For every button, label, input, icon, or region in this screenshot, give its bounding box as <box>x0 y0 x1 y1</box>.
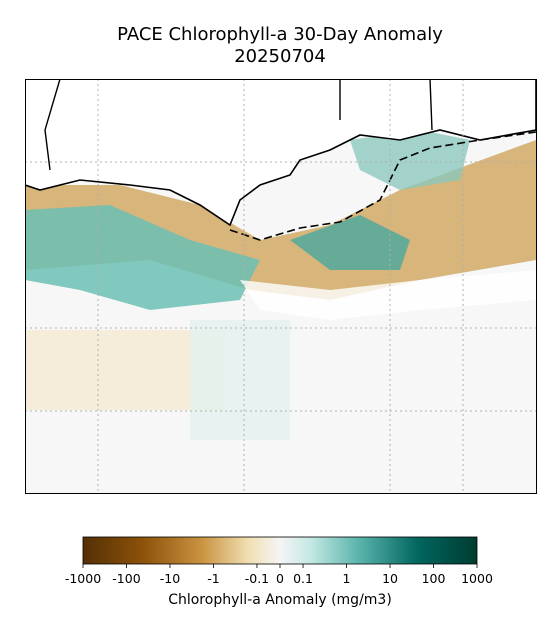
colorbar-tick-label: 1000 <box>461 571 493 586</box>
colorbar-tick-label: -0.1 <box>245 571 269 586</box>
subtitle: 20250704 <box>234 46 326 67</box>
map <box>25 79 536 493</box>
colorbar-tick-label: 0.1 <box>293 571 313 586</box>
colorbar <box>82 536 478 565</box>
colorbar-tick-label: -1 <box>207 571 219 586</box>
colorbar-label: Chlorophyll-a Anomaly (mg/m3) <box>168 592 392 608</box>
colorbar-tick-label: -1000 <box>65 571 101 586</box>
colorbar-tick-label: -10 <box>160 571 180 586</box>
title: PACE Chlorophyll-a 30-Day Anomaly <box>117 24 443 45</box>
map-frame <box>25 79 537 494</box>
colorbar-tick-label: 10 <box>382 571 398 586</box>
colorbar-tick-label: 0 <box>276 571 284 586</box>
colorbar-tick-label: 1 <box>343 571 351 586</box>
colorbar-tick-label: 100 <box>422 571 446 586</box>
colorbar-tick-label: -100 <box>112 571 140 586</box>
